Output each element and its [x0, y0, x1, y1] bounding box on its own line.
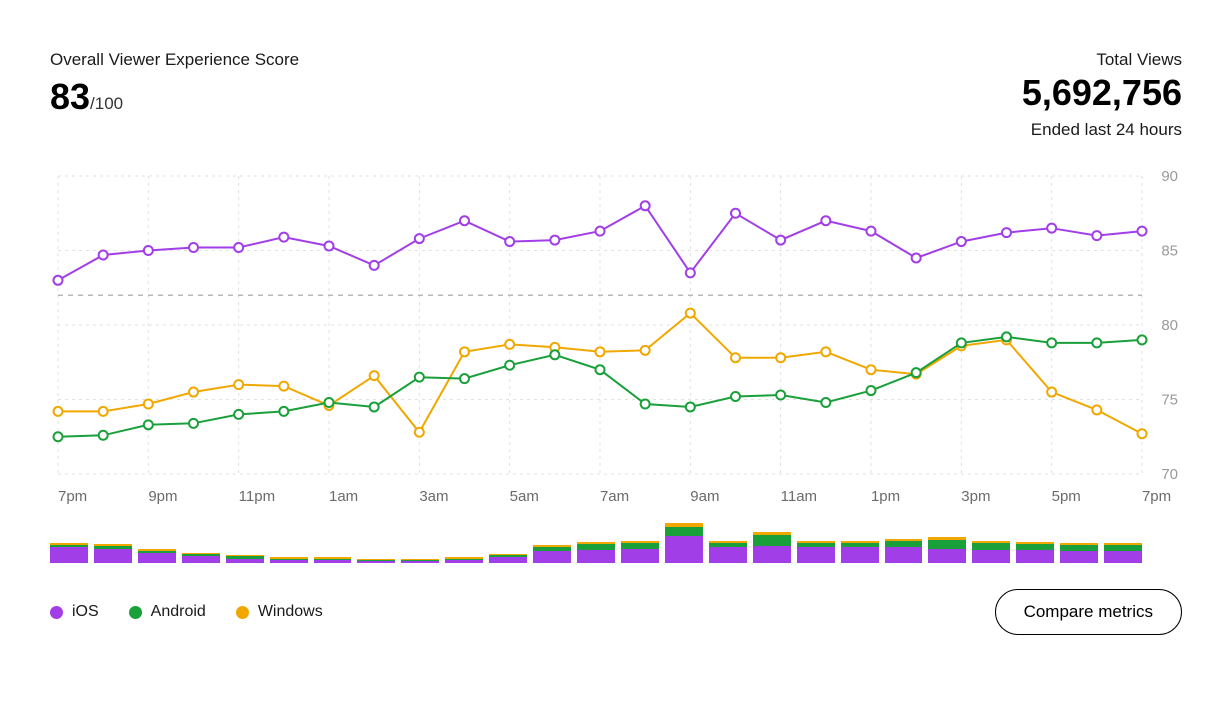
bar-segment-ios	[489, 557, 527, 563]
svg-text:80: 80	[1161, 317, 1178, 334]
score-label: Overall Viewer Experience Score	[50, 50, 299, 70]
bar-segment-ios	[972, 550, 1010, 563]
x-axis-labels: 7pm9pm11pm1am3am5am7am9am11am1pm3pm5pm7p…	[50, 480, 1182, 505]
bar-segment-ios	[928, 549, 966, 563]
bar	[1060, 543, 1098, 563]
svg-text:85: 85	[1161, 243, 1178, 260]
bar-segment-ios	[1060, 551, 1098, 563]
bar-segment-ios	[885, 547, 923, 563]
legend-item-android: Android	[129, 603, 206, 621]
legend: iOS Android Windows	[50, 603, 323, 621]
bar-segment-android	[928, 540, 966, 549]
legend-dot-ios	[50, 606, 63, 619]
views-block: Total Views 5,692,756 Ended last 24 hour…	[1022, 50, 1182, 140]
line-chart: 70 75 80 85 90	[50, 170, 1182, 480]
bar	[797, 541, 835, 563]
bar	[489, 554, 527, 563]
legend-label-windows: Windows	[258, 603, 323, 621]
stacked-bar-chart	[50, 523, 1182, 563]
views-label: Total Views	[1022, 50, 1182, 70]
bar-segment-android	[885, 541, 923, 548]
bar	[709, 541, 747, 563]
bar	[182, 553, 220, 563]
legend-item-windows: Windows	[236, 603, 323, 621]
bar	[226, 555, 264, 563]
bar	[138, 549, 176, 563]
legend-label-android: Android	[151, 603, 206, 621]
score-value-wrap: 83/100	[50, 76, 299, 118]
legend-item-ios: iOS	[50, 603, 99, 621]
svg-text:75: 75	[1161, 392, 1178, 409]
bar-segment-ios	[577, 550, 615, 563]
views-value: 5,692,756	[1022, 72, 1182, 114]
bar-segment-ios	[50, 547, 88, 563]
bar-segment-ios	[1104, 551, 1142, 563]
score-denom: /100	[90, 94, 123, 113]
bar	[445, 557, 483, 563]
bar	[314, 557, 352, 563]
bar	[401, 559, 439, 563]
bar	[972, 541, 1010, 563]
bar	[50, 543, 88, 563]
bar-segment-android	[753, 535, 791, 546]
bar-segment-ios	[797, 547, 835, 563]
bar-segment-ios	[665, 536, 703, 563]
bar-segment-ios	[138, 553, 176, 563]
bar-segment-ios	[621, 549, 659, 563]
bar	[753, 532, 791, 563]
bar	[928, 537, 966, 563]
bar-segment-ios	[314, 560, 352, 563]
bar-segment-ios	[841, 547, 879, 563]
bar-segment-ios	[182, 556, 220, 563]
bar-segment-ios	[445, 560, 483, 563]
bar	[94, 544, 132, 563]
bar	[1016, 542, 1054, 563]
bar	[841, 541, 879, 563]
legend-label-ios: iOS	[72, 603, 99, 621]
bar	[270, 557, 308, 563]
bar	[621, 541, 659, 563]
bar	[1104, 543, 1142, 563]
bar-segment-ios	[401, 561, 439, 563]
bar-segment-ios	[94, 549, 132, 563]
bar	[357, 559, 395, 563]
compare-metrics-button[interactable]: Compare metrics	[995, 589, 1182, 635]
bar-segment-ios	[1016, 550, 1054, 563]
views-subtext: Ended last 24 hours	[1022, 120, 1182, 140]
legend-dot-windows	[236, 606, 249, 619]
bar-segment-ios	[270, 560, 308, 563]
bar-segment-android	[665, 527, 703, 536]
bar	[885, 539, 923, 563]
bar-segment-android	[972, 543, 1010, 550]
bar-segment-ios	[709, 547, 747, 563]
bar-segment-ios	[533, 551, 571, 563]
legend-dot-android	[129, 606, 142, 619]
svg-text:90: 90	[1161, 170, 1178, 185]
bar-segment-ios	[753, 546, 791, 563]
bar-segment-ios	[226, 559, 264, 563]
bar	[533, 545, 571, 563]
footer: iOS Android Windows Compare metrics	[50, 589, 1182, 635]
header: Overall Viewer Experience Score 83/100 T…	[50, 50, 1182, 140]
score-block: Overall Viewer Experience Score 83/100	[50, 50, 299, 118]
bar	[665, 523, 703, 563]
line-chart-svg: 70 75 80 85 90	[50, 170, 1182, 480]
bar-segment-ios	[357, 561, 395, 563]
score-value: 83	[50, 76, 90, 117]
bar	[577, 542, 615, 563]
svg-text:70: 70	[1161, 466, 1178, 480]
